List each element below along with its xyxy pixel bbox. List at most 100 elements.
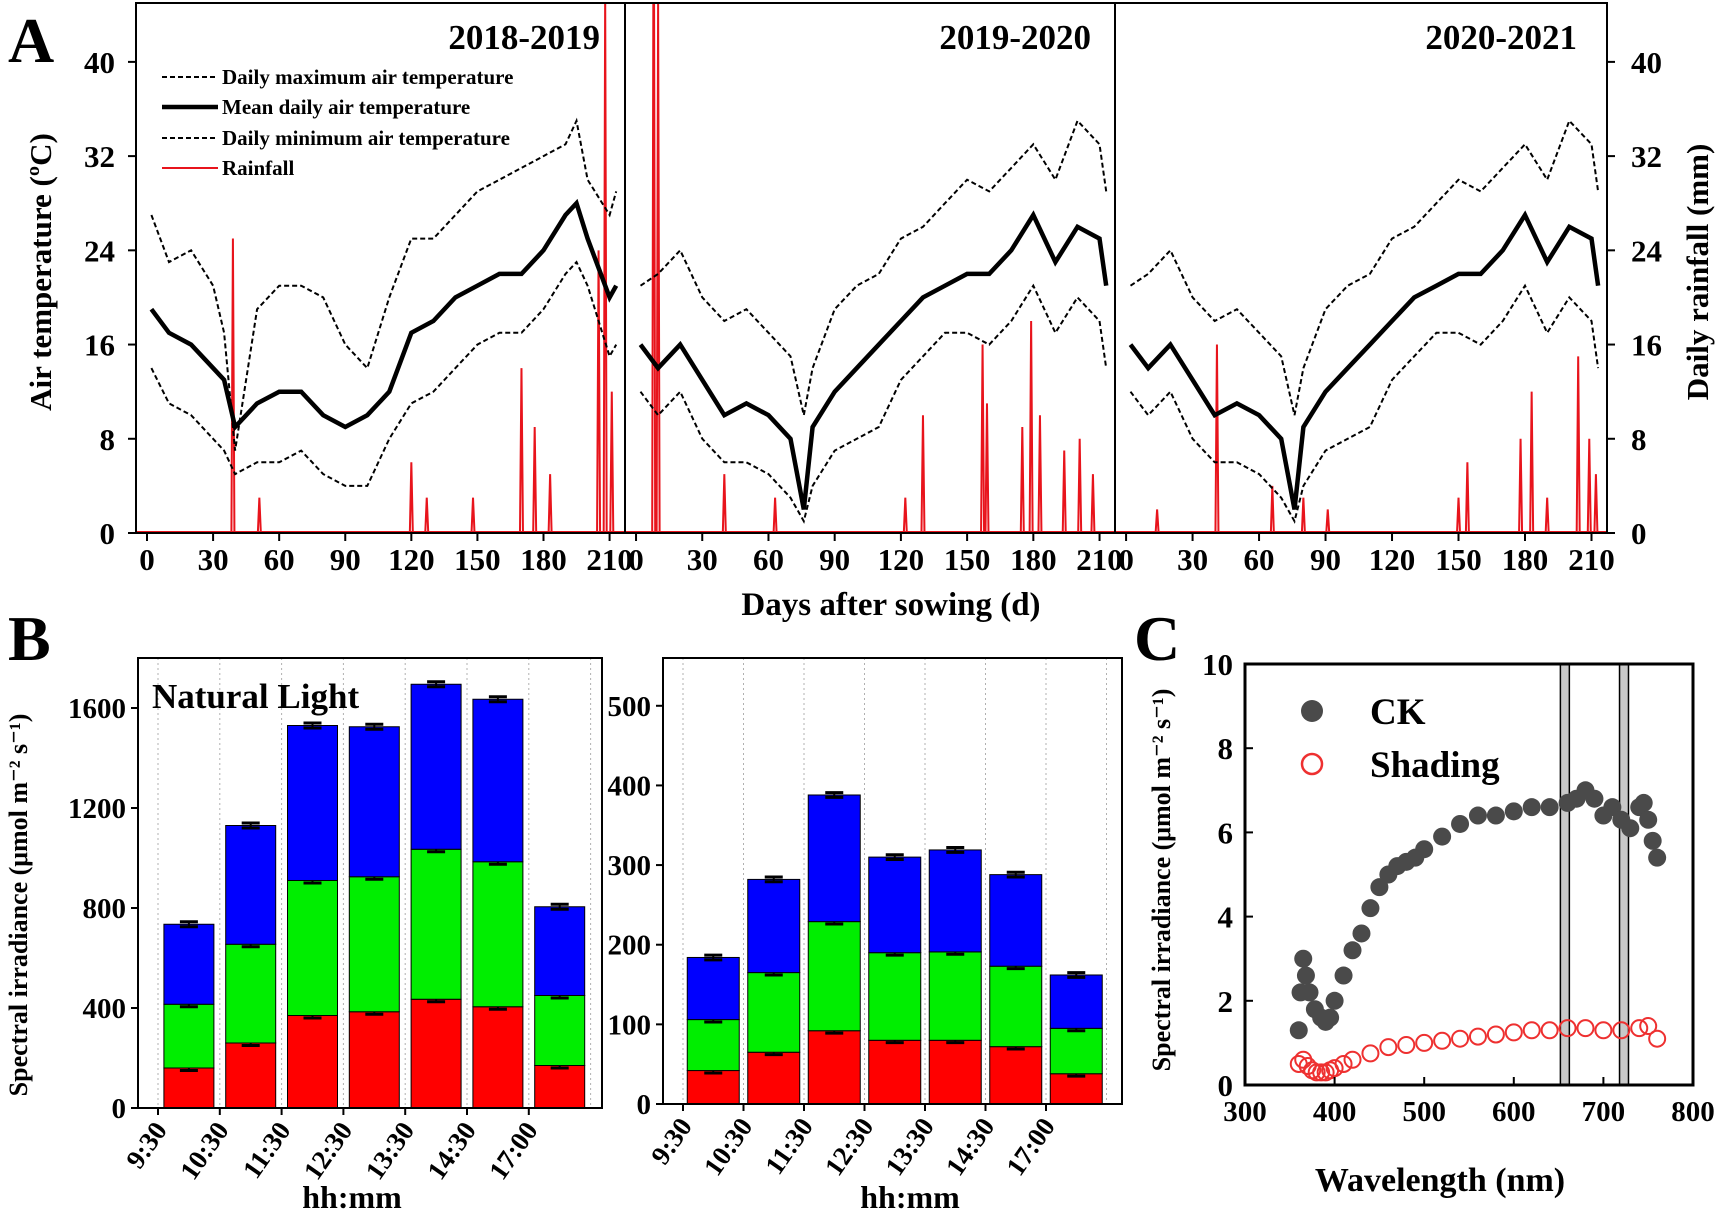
shading-point: [1540, 1021, 1559, 1040]
x-tick-label: 30: [198, 542, 229, 577]
ck-point: [1540, 798, 1559, 817]
min-temp-line: [639, 283, 1108, 524]
season-title: 2020-2021: [1425, 18, 1577, 57]
legend-rain-label: Rainfall: [222, 156, 295, 180]
bl-x-label: hh:mm: [302, 1179, 402, 1215]
bar-segment-green: [1049, 1027, 1103, 1075]
x-tick-label: 11:30: [759, 1112, 819, 1180]
bl-y-label: Spectral irradiance (μmol m⁻² s⁻¹): [4, 714, 33, 1097]
bar-segment-red: [225, 1042, 277, 1109]
ck-point: [1294, 949, 1313, 968]
shading-point: [1612, 1021, 1631, 1040]
y-right-tick-label: 8: [1631, 422, 1647, 457]
shading-point: [1325, 1059, 1344, 1078]
shading-point: [1468, 1027, 1487, 1046]
ck-point: [1621, 819, 1640, 838]
ck-point: [1634, 793, 1653, 812]
br-axes: 0 100 200 300 400 500 9:30 10:30 11:30 12:30 13:30…: [608, 657, 1123, 1181]
y-tick-label: 0: [1218, 1068, 1234, 1103]
x-tick-label: 120: [878, 542, 925, 577]
rainfall-spike: [772, 497, 778, 533]
bar-segment-green: [348, 876, 400, 1013]
bar-segment-blue: [807, 794, 861, 923]
rainfall-spike: [424, 497, 430, 533]
x-tick-label: 700: [1582, 1096, 1626, 1128]
x-tick-label: 14:30: [940, 1112, 1001, 1181]
x-tick-label: 800: [1671, 1096, 1715, 1128]
x-tick-label: 0: [139, 542, 155, 577]
y-right-tick-label: 0: [1631, 516, 1647, 551]
ck-point: [1296, 966, 1315, 985]
bl-title: Natural Light: [152, 677, 359, 716]
legend-shading-label: Shading: [1370, 745, 1500, 786]
max-temp-line: [1129, 118, 1600, 416]
bar-segment-green: [287, 880, 338, 1016]
bar-segment-green: [747, 972, 801, 1053]
ck-point: [1468, 806, 1487, 825]
rainfall-spike: [602, 3, 608, 533]
x-tick-label: 120: [1369, 542, 1416, 577]
c-y-label: Spectral irradiance (μmol m⁻² s⁻¹): [1147, 689, 1176, 1072]
bar-segment-red: [807, 1030, 861, 1105]
c-legend: CK Shading: [1300, 692, 1500, 786]
rainfall-spike: [1456, 497, 1462, 533]
rainfall-spike: [470, 497, 476, 533]
rainfall-spike: [1154, 509, 1160, 533]
bar-segment-green: [534, 995, 586, 1066]
bl-bars: [163, 680, 586, 1109]
c-axes: 0 2 4 6 8 10 300 400 500 600 700 800: [1202, 647, 1715, 1128]
bar-segment-red: [928, 1039, 982, 1105]
ck-point: [1343, 941, 1362, 960]
frame: [1243, 662, 1695, 1087]
shading-point: [1639, 1017, 1658, 1036]
ck-point: [1334, 966, 1353, 985]
shading-point: [1594, 1021, 1613, 1040]
x-tick-label: 90: [330, 542, 361, 577]
rainfall-spike: [1575, 356, 1581, 533]
panel-label-a: A: [8, 5, 54, 76]
bar-segment-red: [472, 1006, 524, 1109]
ck-point: [1321, 1008, 1340, 1027]
x-tick-label: 12:30: [819, 1112, 880, 1181]
bar-segment-blue: [472, 698, 524, 863]
rainfall-spike: [1529, 391, 1535, 533]
ck-point: [1370, 878, 1389, 897]
a-y-left-label: Air temperature (ºC): [23, 133, 58, 411]
bar-segment-green: [163, 1003, 215, 1069]
y-right-tick-label: 40: [1631, 45, 1662, 80]
rainfall-spike: [596, 250, 602, 533]
rainfall-spike: [532, 426, 538, 533]
x-tick-label: 17:00: [1000, 1112, 1061, 1181]
x-tick-label: 9:30: [645, 1112, 698, 1170]
y-tick-label: 0: [112, 1093, 127, 1125]
y-left-tick-label: 8: [100, 422, 116, 457]
bar-segment-red: [287, 1015, 338, 1109]
legend-mean-label: Mean daily air temperature: [222, 95, 470, 119]
c-points: [1289, 781, 1667, 1082]
rainfall-spike: [230, 238, 236, 533]
legend-ck-label: CK: [1370, 692, 1426, 733]
rainfall-spike: [256, 497, 262, 533]
a-x-label: Days after sowing (d): [741, 587, 1040, 623]
shading-point: [1379, 1038, 1398, 1057]
bar-segment-red: [410, 998, 462, 1109]
y-tick-label: 400: [83, 993, 127, 1025]
min-temp-line: [1129, 283, 1600, 524]
x-tick-label: 0: [1118, 542, 1134, 577]
x-tick-label: 17:00: [483, 1116, 544, 1185]
shading-point: [1630, 1019, 1649, 1038]
rainfall-spike: [655, 3, 661, 533]
bar-segment-blue: [686, 956, 740, 1021]
rainfall-spike: [1518, 438, 1524, 533]
bar-segment-blue: [868, 856, 922, 954]
ck-point: [1352, 924, 1371, 943]
rainfall-spike: [1214, 344, 1220, 533]
x-tick-label: 11:30: [237, 1116, 297, 1184]
bar-segment-red: [348, 1011, 400, 1109]
y-tick-label: 300: [608, 850, 652, 882]
rainfall-spike: [721, 474, 727, 533]
shading-point: [1648, 1029, 1667, 1048]
bar-segment-blue: [1049, 974, 1103, 1029]
a-right-axis-ticks: 0 8 16 24 32 40: [1607, 45, 1662, 551]
